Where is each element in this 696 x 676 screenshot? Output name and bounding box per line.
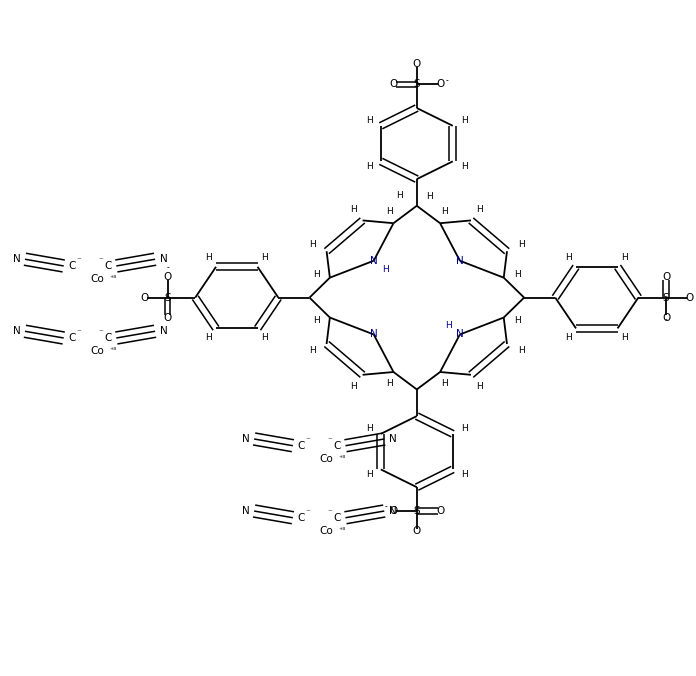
- Text: H: H: [441, 208, 448, 216]
- Text: O: O: [164, 313, 172, 322]
- Text: H: H: [518, 241, 525, 249]
- Text: O: O: [436, 79, 445, 89]
- Text: C: C: [68, 333, 76, 343]
- Text: O: O: [140, 293, 148, 303]
- Text: N: N: [159, 254, 167, 264]
- Text: ⁺³: ⁺³: [338, 454, 346, 463]
- Text: Co: Co: [90, 346, 104, 356]
- Text: H: H: [426, 192, 433, 201]
- Text: O: O: [436, 506, 445, 516]
- Text: H: H: [313, 270, 319, 279]
- Text: N: N: [13, 254, 20, 264]
- Text: H: H: [514, 270, 521, 279]
- Text: H: H: [205, 333, 212, 342]
- Text: -: -: [665, 315, 667, 324]
- Text: ⁻: ⁻: [328, 508, 333, 518]
- Text: H: H: [565, 333, 572, 342]
- Text: S: S: [164, 293, 171, 303]
- Text: H: H: [461, 162, 468, 171]
- Text: H: H: [262, 253, 268, 262]
- Text: H: H: [386, 379, 393, 388]
- Text: C: C: [333, 513, 341, 523]
- Text: H: H: [350, 205, 357, 214]
- Text: ⁻: ⁻: [306, 437, 310, 445]
- Text: ⁻: ⁻: [77, 329, 81, 338]
- Text: ⁻: ⁻: [306, 508, 310, 518]
- Text: ⁻: ⁻: [328, 437, 333, 445]
- Text: H: H: [445, 321, 452, 331]
- Text: O: O: [413, 526, 421, 536]
- Text: H: H: [365, 162, 372, 171]
- Text: O: O: [389, 79, 397, 89]
- Text: S: S: [413, 79, 420, 89]
- Text: C: C: [297, 513, 305, 523]
- Text: ⁺³: ⁺³: [338, 526, 346, 535]
- Text: H: H: [386, 208, 393, 216]
- Text: C: C: [297, 441, 305, 451]
- Text: N: N: [13, 327, 20, 336]
- Text: N: N: [370, 329, 378, 339]
- Text: ⁻: ⁻: [99, 329, 104, 338]
- Text: -: -: [385, 502, 388, 511]
- Text: H: H: [205, 253, 212, 262]
- Text: H: H: [309, 346, 316, 355]
- Text: N: N: [242, 434, 250, 444]
- Text: ⁻: ⁻: [77, 257, 81, 266]
- Text: O: O: [686, 293, 694, 303]
- Text: Co: Co: [319, 525, 333, 535]
- Text: Co: Co: [319, 454, 333, 464]
- Text: N: N: [388, 434, 397, 444]
- Text: N: N: [456, 329, 464, 339]
- Text: N: N: [242, 506, 250, 516]
- Text: N: N: [370, 256, 378, 266]
- Text: H: H: [514, 316, 521, 324]
- Text: C: C: [68, 261, 76, 271]
- Text: N: N: [388, 506, 397, 516]
- Text: N: N: [456, 256, 464, 266]
- Text: C: C: [333, 441, 341, 451]
- Text: H: H: [477, 205, 483, 214]
- Text: O: O: [662, 313, 670, 322]
- Text: H: H: [262, 333, 268, 342]
- Text: H: H: [461, 470, 468, 479]
- Text: -: -: [446, 76, 449, 84]
- Text: O: O: [389, 506, 397, 516]
- Text: H: H: [461, 425, 468, 433]
- Text: O: O: [413, 59, 421, 69]
- Text: H: H: [365, 116, 372, 125]
- Text: H: H: [461, 116, 468, 125]
- Text: H: H: [350, 381, 357, 391]
- Text: ⁺³: ⁺³: [109, 274, 117, 283]
- Text: O: O: [662, 272, 670, 283]
- Text: S: S: [413, 506, 420, 516]
- Text: H: H: [477, 381, 483, 391]
- Text: Co: Co: [90, 274, 104, 284]
- Text: H: H: [565, 253, 572, 262]
- Text: H: H: [622, 333, 628, 342]
- Text: H: H: [365, 425, 372, 433]
- Text: H: H: [365, 470, 372, 479]
- Text: H: H: [309, 241, 316, 249]
- Text: ⁻: ⁻: [99, 257, 104, 266]
- Text: H: H: [622, 253, 628, 262]
- Text: N: N: [159, 327, 167, 336]
- Text: H: H: [518, 346, 525, 355]
- Text: O: O: [164, 272, 172, 283]
- Text: ⁺³: ⁺³: [109, 346, 117, 356]
- Text: C: C: [104, 333, 111, 343]
- Text: H: H: [441, 379, 448, 388]
- Text: H: H: [396, 191, 403, 199]
- Text: -: -: [166, 263, 169, 272]
- Text: H: H: [313, 316, 319, 324]
- Text: H: H: [382, 265, 388, 274]
- Text: C: C: [104, 261, 111, 271]
- Text: S: S: [663, 293, 670, 303]
